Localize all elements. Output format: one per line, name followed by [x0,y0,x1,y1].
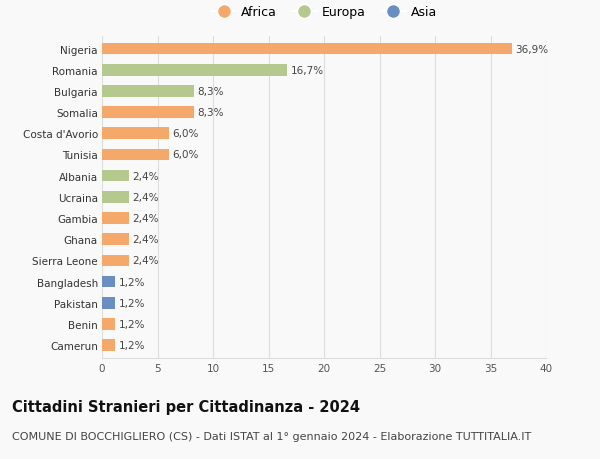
Bar [102,191,128,203]
Text: 2,4%: 2,4% [132,171,158,181]
Bar [102,44,512,55]
Bar [102,65,287,76]
Bar [102,340,115,351]
Text: Cittadini Stranieri per Cittadinanza - 2024: Cittadini Stranieri per Cittadinanza - 2… [12,399,360,414]
Text: 2,4%: 2,4% [132,192,158,202]
Text: 8,3%: 8,3% [197,87,224,97]
Text: 2,4%: 2,4% [132,256,158,266]
Text: 16,7%: 16,7% [291,66,324,76]
Legend: Africa, Europa, Asia: Africa, Europa, Asia [206,1,442,24]
Bar [102,297,115,309]
Bar [102,276,115,288]
Text: 36,9%: 36,9% [515,45,548,55]
Bar [102,234,128,246]
Bar [102,128,169,140]
Bar [102,149,169,161]
Text: 6,0%: 6,0% [172,150,199,160]
Text: 6,0%: 6,0% [172,129,199,139]
Text: 1,2%: 1,2% [119,340,145,350]
Text: 2,4%: 2,4% [132,235,158,245]
Bar [102,86,194,97]
Text: 2,4%: 2,4% [132,213,158,224]
Bar [102,213,128,224]
Text: 8,3%: 8,3% [197,108,224,118]
Text: 1,2%: 1,2% [119,298,145,308]
Bar [102,319,115,330]
Text: 1,2%: 1,2% [119,277,145,287]
Bar [102,107,194,118]
Text: COMUNE DI BOCCHIGLIERO (CS) - Dati ISTAT al 1° gennaio 2024 - Elaborazione TUTTI: COMUNE DI BOCCHIGLIERO (CS) - Dati ISTAT… [12,431,531,442]
Bar [102,170,128,182]
Bar [102,255,128,267]
Text: 1,2%: 1,2% [119,319,145,329]
